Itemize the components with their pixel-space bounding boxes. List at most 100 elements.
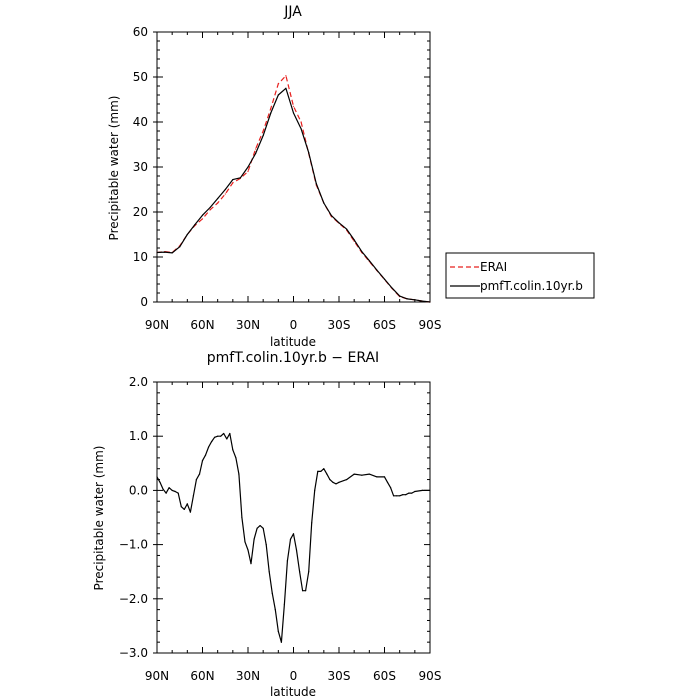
panel-top-ytick-label: 60 (133, 25, 148, 39)
panel-bottom-xtick-label: 60S (373, 669, 396, 683)
panel-top-data-point (346, 228, 348, 230)
panel-bottom-data-point (289, 538, 292, 540)
panel-top-data-point (421, 300, 423, 302)
panel-top-data-point (247, 166, 249, 168)
panel-bottom-data-point (411, 492, 413, 494)
panel-bottom-data-point (277, 630, 279, 632)
panel-top-data-point (391, 287, 393, 289)
panel-bottom-data-point (250, 563, 252, 565)
panel-bottom-data-point (265, 544, 267, 546)
legend-label-model: pmfT.colin.10yr.b (480, 279, 583, 293)
panel-bottom-data-point (280, 641, 282, 643)
panel-top-data-point (255, 152, 257, 155)
panel-bottom-data-point (198, 473, 201, 475)
panel-top-data-point (247, 170, 249, 173)
panel-bottom-ytick-label: −1.0 (119, 538, 148, 552)
panel-bottom-xlabel: latitude (270, 685, 316, 699)
panel-bottom-data-point (393, 495, 395, 497)
panel-bottom-data-point (189, 511, 191, 513)
panel-top-data-point (308, 152, 310, 154)
panel-bottom-data-point (192, 495, 194, 497)
panel-bottom-ytick-label: −2.0 (119, 592, 148, 606)
panel-bottom-data-point (295, 549, 298, 551)
panel-top-xtick-label: 0 (290, 318, 298, 332)
panel-bottom-data-point (183, 508, 185, 510)
panel-top-data-point (194, 224, 196, 226)
panel-bottom-frame (156, 381, 431, 654)
panel-bottom-data-point (204, 454, 207, 456)
panel-top-xtick-label: 30N (236, 318, 260, 332)
panel-bottom-data-point (220, 435, 222, 437)
panel-bottom-data-point (223, 432, 225, 435)
panel-bottom-data-point (338, 481, 340, 483)
panel-bottom-data-point (421, 489, 423, 491)
panel-bottom-data-point (386, 481, 389, 483)
panel-top-ylabel: Precipitable water (mm) (107, 96, 121, 241)
panel-bottom-data-point (165, 492, 167, 494)
panel-top-ytick-label: 0 (140, 295, 148, 309)
panel-bottom-data-point (201, 460, 204, 462)
panel-top-data-point (255, 148, 257, 150)
panel-top-data-point (399, 295, 401, 297)
panel-bottom-ytick-label: 2.0 (129, 375, 148, 389)
panel-bottom-data-point (335, 483, 337, 485)
panel-bottom-data-point (314, 489, 316, 491)
panel-bottom-data-point (361, 474, 363, 476)
panel-bottom-ytick-label: 0.0 (129, 483, 148, 497)
panel-top-data-point (232, 182, 234, 184)
panel-top-data-point (201, 214, 204, 216)
panel-top-data-point (383, 278, 386, 280)
panel-top-series-line-0 (156, 75, 431, 303)
panel-top-xtick-label: 30S (328, 318, 351, 332)
panel-top-data-point (338, 222, 340, 224)
panel-top-data-point (406, 298, 408, 300)
panel-top-ytick-label: 30 (133, 160, 148, 174)
panel-top: JJA latitude Precipitable water (mm) 90N… (107, 4, 441, 349)
panel-top-data-point (262, 134, 264, 137)
panel-bottom-data-point (168, 487, 170, 489)
panel-bottom-data-point (408, 492, 410, 494)
panel-bottom-data-point (214, 436, 216, 438)
panel-bottom-data-point (262, 527, 264, 529)
panel-top-data-point (179, 246, 181, 248)
panel-bottom-data-point (211, 441, 213, 443)
panel-bottom-data-point (195, 479, 197, 481)
panel-top-data-point (376, 269, 378, 271)
panel-top-data-point (292, 105, 295, 107)
panel-top-ytick-label: 50 (133, 70, 148, 84)
panel-bottom-data-point (346, 479, 348, 481)
panel-bottom-data-point (208, 446, 210, 448)
panel-top-ytick-label: 20 (133, 205, 148, 219)
panel-top-data-point (285, 87, 287, 89)
panel-top-xtick-label: 60S (373, 318, 396, 332)
panel-top-title: JJA (283, 4, 302, 20)
panel-top-ytick-label: 40 (133, 115, 148, 129)
panel-top-xtick-label: 90S (419, 318, 442, 332)
panel-top-data-point (270, 112, 272, 114)
panel-top-data-point (292, 112, 295, 114)
panel-top-data-point (217, 202, 219, 204)
panel-bottom-data-point (399, 495, 401, 497)
panel-top-data-point (156, 251, 158, 254)
panel-bottom-data-point (283, 603, 285, 605)
panel-bottom-data-point (376, 476, 378, 478)
panel-bottom-data-point (429, 489, 431, 491)
panel-top-data-point (330, 215, 332, 217)
panel-top-data-point (323, 202, 325, 204)
panel-bottom-data-point (180, 506, 182, 508)
panel-top-data-point (414, 299, 416, 301)
panel-top-xtick-label: 90N (145, 318, 169, 332)
panel-bottom-data-point (171, 489, 173, 491)
panel-bottom-data-point (390, 487, 392, 489)
panel-top-data-point (164, 251, 166, 253)
panel-bottom-data-point (159, 481, 161, 483)
panel-bottom-data-point (286, 560, 288, 562)
panel-bottom-data-point (299, 571, 301, 573)
panel-bottom-data-point (353, 473, 355, 475)
panel-top-data-point (300, 128, 302, 130)
panel-bottom-data-point (241, 516, 243, 519)
panel-top-xlabel: latitude (270, 335, 316, 349)
panel-bottom-data-point (326, 473, 328, 475)
panel-bottom-data-point (308, 571, 310, 573)
